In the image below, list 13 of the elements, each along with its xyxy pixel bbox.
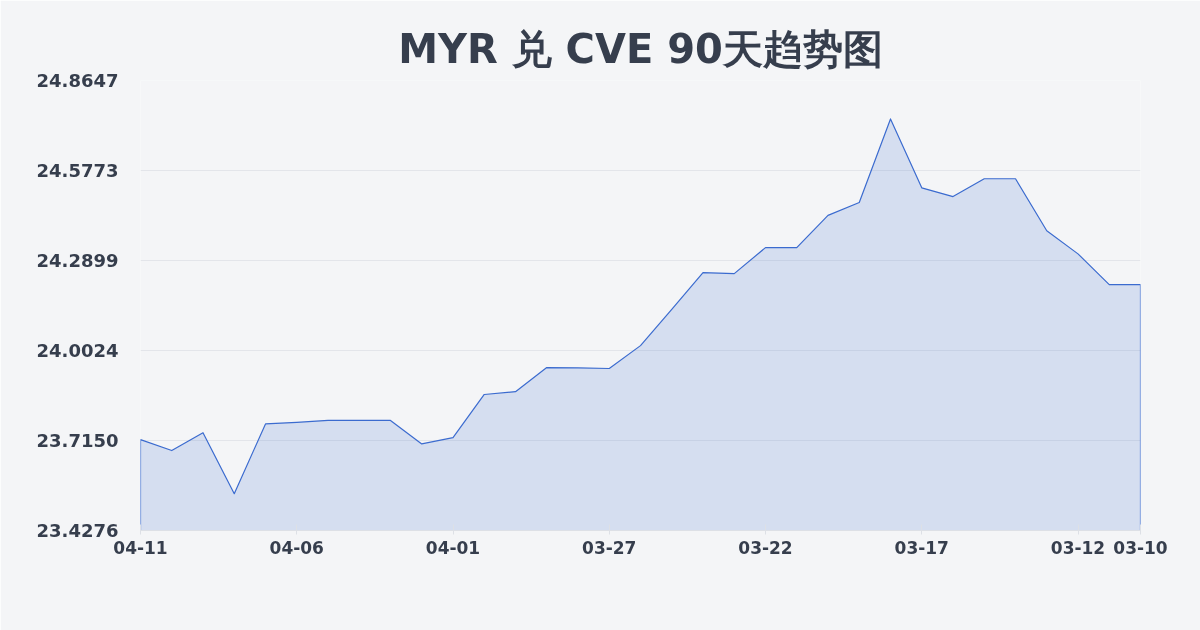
y-tick-label: 24.8647 <box>36 70 119 91</box>
y-tick-label: 23.7150 <box>36 430 119 452</box>
chart-title: MYR 兑 CVE 90天趋势图 <box>398 25 883 72</box>
y-tick-label: 24.2899 <box>36 249 119 271</box>
x-tick-label: 03-17 <box>894 537 949 558</box>
y-tick-label: 24.5773 <box>36 159 119 181</box>
x-tick-label: 04-06 <box>269 537 324 558</box>
x-tick-label: 03-10 <box>1113 537 1168 558</box>
x-tick-label: 04-01 <box>425 537 481 558</box>
x-tick-label: 03-27 <box>582 537 637 558</box>
x-tick-label: 03-12 <box>1050 537 1106 558</box>
y-tick-label: 24.0024 <box>36 340 119 362</box>
x-tick-label: 03-22 <box>738 537 793 558</box>
